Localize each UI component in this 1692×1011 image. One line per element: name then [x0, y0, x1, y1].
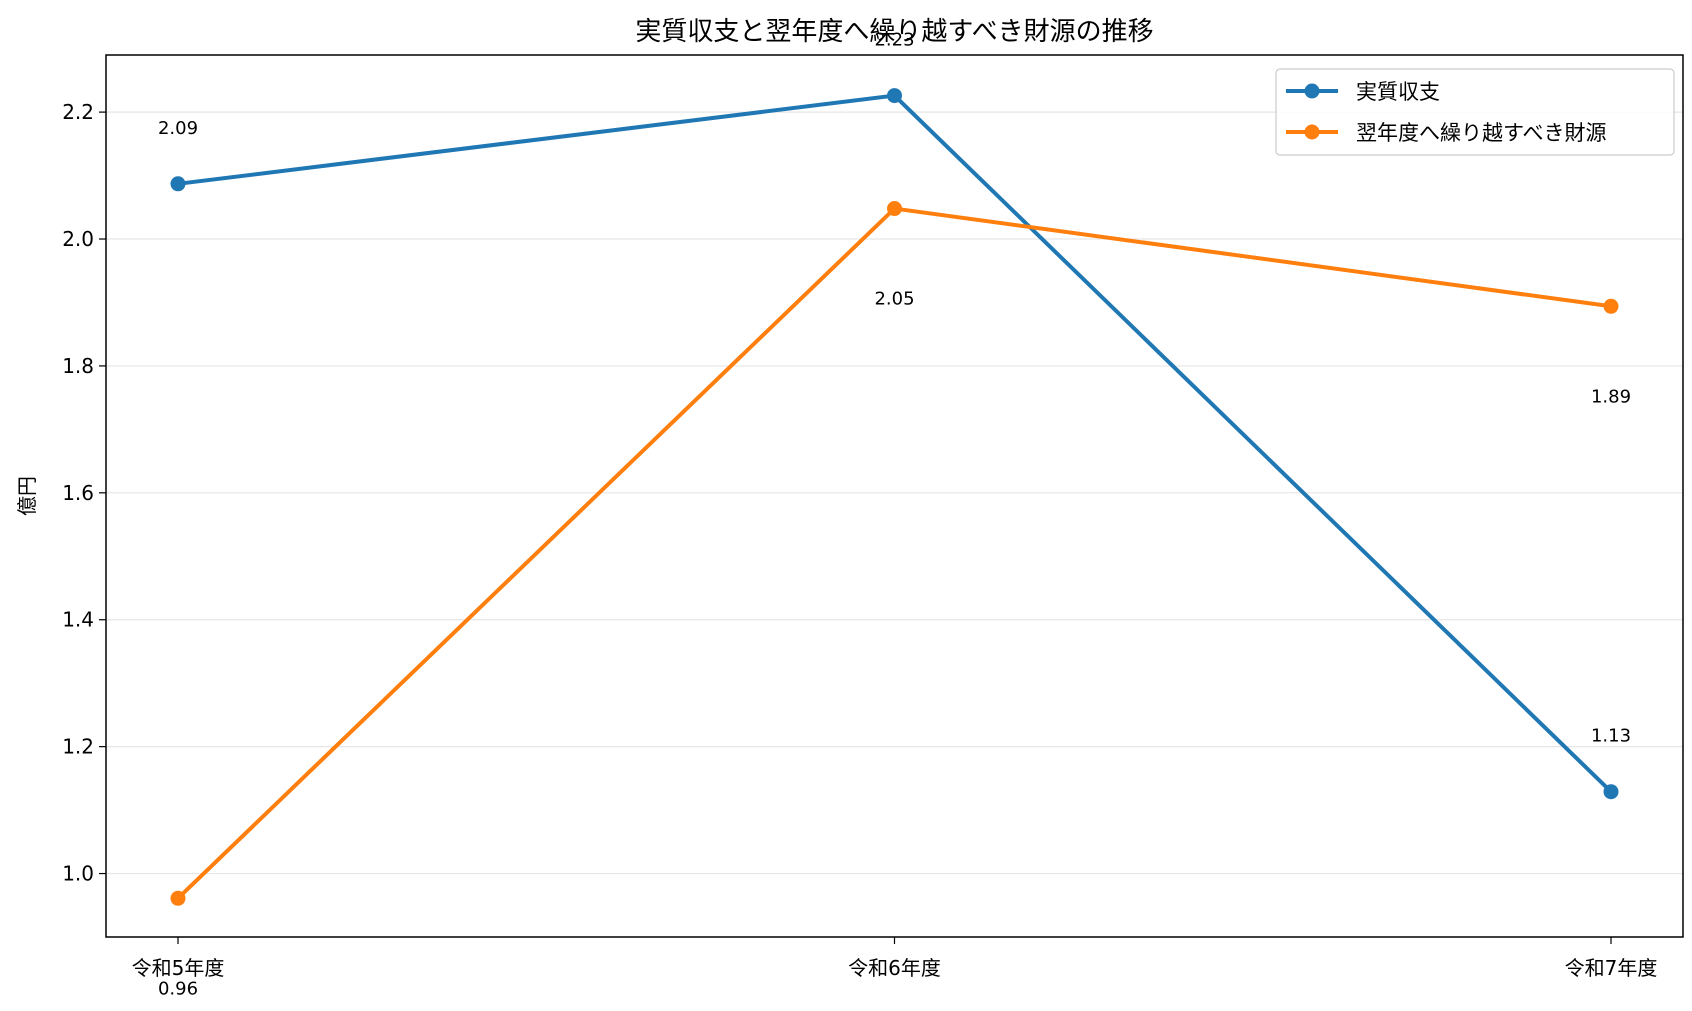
- y-axis-label: 億円: [15, 476, 39, 516]
- series-point: [887, 88, 902, 104]
- legend-label: 実質収支: [1356, 80, 1440, 104]
- y-tick-label: 1.4: [62, 608, 94, 632]
- series-point: [1603, 298, 1619, 314]
- y-tick-label: 1.6: [62, 481, 94, 505]
- data-label: 2.05: [874, 289, 914, 310]
- axes: 1.0 1.2 1.4 1.6 1.8 2.0 2.2 令和5年度 令和6年度 令和7年度: [62, 100, 1657, 980]
- chart-title: 実質収支と翌年度へ繰り越すべき財源の推移: [635, 17, 1153, 47]
- data-label: 2.23: [874, 30, 914, 51]
- data-label: 0.96: [158, 978, 198, 999]
- data-label: 2.09: [158, 118, 198, 139]
- series-point: [1603, 784, 1619, 800]
- x-tick-label: 令和7年度: [1565, 956, 1658, 980]
- data-label: 1.89: [1591, 386, 1631, 407]
- series-layer: [170, 88, 1619, 906]
- x-tick-label: 令和6年度: [848, 956, 941, 980]
- legend-label: 翌年度へ繰り越すべき財源: [1356, 121, 1607, 145]
- y-tick-label: 2.2: [62, 100, 94, 124]
- data-labels: 2.09 2.23 1.13 0.96 2.05 1.89: [158, 30, 1631, 1000]
- y-tick-label: 2.0: [62, 227, 94, 251]
- series-point: [170, 176, 186, 192]
- legend-box: [1275, 68, 1675, 156]
- y-tick-label: 1.0: [62, 862, 94, 886]
- y-tick-label: 1.2: [62, 735, 94, 759]
- data-label: 1.13: [1591, 726, 1631, 747]
- y-tick-label: 1.8: [62, 354, 94, 378]
- legend-swatch-marker: [1304, 124, 1320, 140]
- x-tick-label: 令和5年度: [132, 956, 225, 980]
- legend-swatch-marker: [1304, 83, 1320, 99]
- series-point: [887, 201, 902, 217]
- series-point: [170, 890, 186, 906]
